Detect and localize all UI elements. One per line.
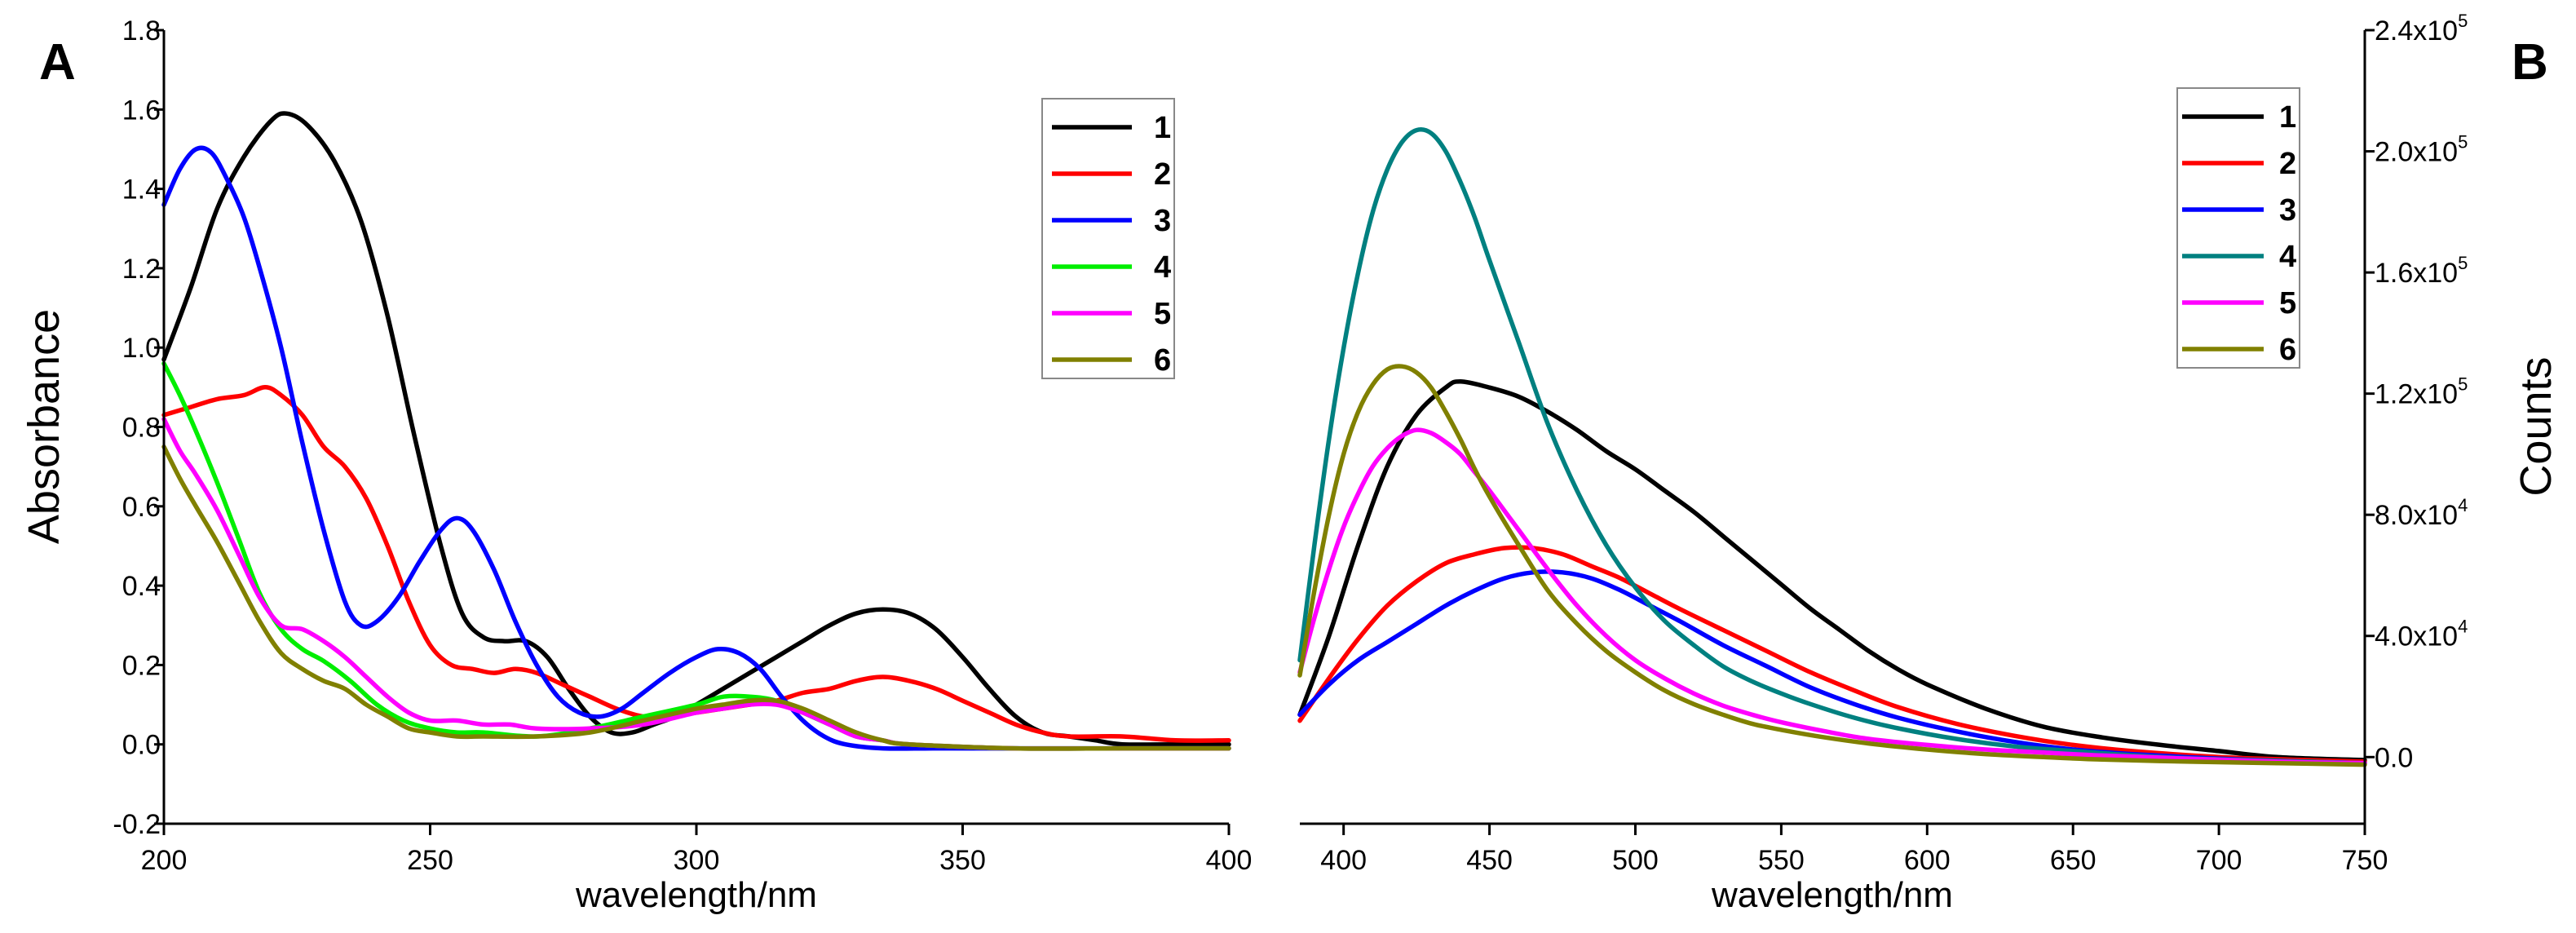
legend-label-1: 1 bbox=[2279, 100, 2296, 135]
legend-label-4: 4 bbox=[1154, 250, 1171, 285]
y-tick-label: 1.2 bbox=[122, 254, 161, 285]
y-tick-label: 1.0 bbox=[122, 333, 161, 364]
y-tick-label: 4.0x104 bbox=[2375, 617, 2468, 652]
y-tick-label: -0.2 bbox=[113, 809, 161, 840]
x-tick-label: 600 bbox=[1904, 845, 1951, 876]
panel-letter-b: B bbox=[2512, 34, 2548, 91]
y-tick-label: 0.8 bbox=[122, 413, 161, 444]
series-line-2 bbox=[1297, 545, 2367, 764]
y-tick-label: 2.4x105 bbox=[2375, 11, 2468, 46]
x-tick-label: 400 bbox=[1206, 845, 1253, 876]
series-line-6 bbox=[1297, 364, 2367, 767]
x-tick-label: 450 bbox=[1466, 845, 1513, 876]
series-line-2 bbox=[161, 385, 1231, 743]
absorbance-chart: 200 250 300 350 400 -0.2 0.0 0.2 0.4 0.6 0.8 1.0 1.2… bbox=[20, 15, 1252, 915]
x-tick-label: 250 bbox=[407, 845, 453, 876]
legend-label-2: 2 bbox=[1154, 157, 1171, 192]
x-tick-label: 300 bbox=[674, 845, 720, 876]
legend-label-6: 6 bbox=[1154, 343, 1171, 378]
series-line-1 bbox=[1297, 379, 2367, 763]
x-tick-label: 700 bbox=[2196, 845, 2242, 876]
series-lines bbox=[161, 111, 1231, 751]
y-tick-label: 1.4 bbox=[122, 175, 161, 206]
y-axis-label: Absorbance bbox=[20, 309, 68, 544]
series-line-6 bbox=[161, 444, 1231, 751]
legend: 1 2 3 4 5 6 bbox=[2176, 87, 2300, 369]
series-line-5 bbox=[161, 417, 1231, 751]
legend-label-2: 2 bbox=[2279, 147, 2296, 181]
series-line-5 bbox=[1297, 427, 2367, 766]
x-axis-label: wavelength/nm bbox=[575, 875, 817, 915]
x-tick-label: 650 bbox=[2050, 845, 2097, 876]
y-tick-label: 2.0x105 bbox=[2375, 132, 2468, 168]
legend-box bbox=[1041, 98, 1175, 379]
y-tick-label: 0.6 bbox=[122, 492, 161, 523]
series-line-3 bbox=[161, 145, 1231, 751]
y-axis-label: Counts bbox=[2512, 356, 2561, 496]
x-tick-label: 400 bbox=[1320, 845, 1367, 876]
y-tick-label: 1.6 bbox=[122, 95, 161, 126]
y-tick-label: 1.8 bbox=[122, 15, 161, 46]
legend-label-1: 1 bbox=[1154, 111, 1171, 145]
legend-label-4: 4 bbox=[2279, 240, 2296, 274]
legend-box bbox=[2176, 87, 2300, 369]
x-tick-label: 750 bbox=[2342, 845, 2388, 876]
legend-label-5: 5 bbox=[2279, 286, 2296, 321]
y-tick-label: 0.4 bbox=[122, 571, 161, 602]
legend-label-6: 6 bbox=[2279, 333, 2296, 367]
y-tick-label: 1.2x105 bbox=[2375, 374, 2468, 410]
y-tick-label: 0.2 bbox=[122, 650, 161, 681]
series-line-1 bbox=[161, 111, 1231, 747]
series-line-4 bbox=[161, 360, 1231, 751]
legend-label-3: 3 bbox=[1154, 204, 1171, 238]
series-line-4 bbox=[1297, 127, 2367, 766]
legend-label-5: 5 bbox=[1154, 297, 1171, 331]
y-tick-label: 0.0 bbox=[2375, 742, 2413, 773]
panel-letter-a: A bbox=[39, 34, 76, 91]
legend-label-3: 3 bbox=[2279, 193, 2296, 228]
y-tick-label: 0.0 bbox=[122, 730, 161, 761]
emission-chart: 400 450 500 550 600 650 700 750 0.0 4.0x104 8.0x10… bbox=[1297, 11, 2561, 915]
x-tick-label: 200 bbox=[141, 845, 188, 876]
series-lines bbox=[1297, 127, 2367, 767]
legend: 1 2 3 4 5 6 bbox=[1041, 98, 1175, 379]
x-tick-label: 350 bbox=[939, 845, 986, 876]
y-tick-label: 1.6x105 bbox=[2375, 253, 2468, 289]
y-tick-label: 8.0x104 bbox=[2375, 495, 2468, 531]
x-tick-label: 500 bbox=[1612, 845, 1659, 876]
x-tick-label: 550 bbox=[1758, 845, 1805, 876]
x-axis-label: wavelength/nm bbox=[1711, 875, 1953, 915]
